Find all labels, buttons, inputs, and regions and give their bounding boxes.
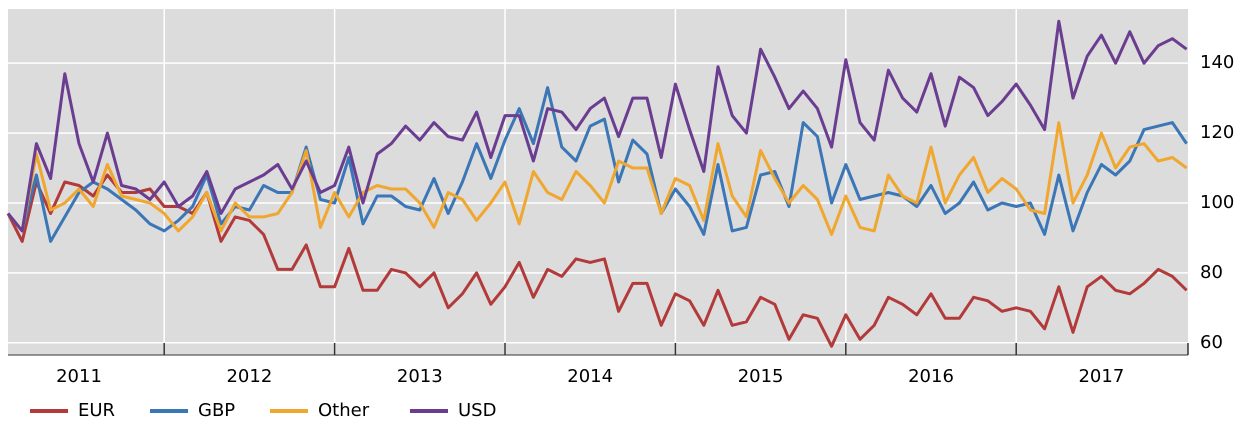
y-tick-label: 140 <box>1200 52 1234 73</box>
series-line <box>6 86 1188 243</box>
legend-label: USD <box>458 400 496 421</box>
legend-label: Other <box>318 400 370 421</box>
y-tick-label: 60 <box>1200 332 1223 353</box>
plot-area <box>8 9 1188 355</box>
series-line <box>6 121 1188 236</box>
y-tick-label: 100 <box>1200 192 1234 213</box>
x-tick-label: 2011 <box>56 366 102 387</box>
y-tick-label: 80 <box>1200 262 1223 283</box>
x-tick-label: 2017 <box>1078 366 1124 387</box>
series-line <box>6 19 1188 233</box>
y-tick-label: 120 <box>1200 122 1234 143</box>
x-tick-label: 2015 <box>738 366 784 387</box>
x-tick-label: 2014 <box>567 366 613 387</box>
x-tick-label: 2013 <box>397 366 443 387</box>
legend-label: EUR <box>78 400 115 421</box>
legend-label: GBP <box>198 400 235 421</box>
x-tick-label: 2016 <box>908 366 954 387</box>
x-tick-label: 2012 <box>226 366 272 387</box>
